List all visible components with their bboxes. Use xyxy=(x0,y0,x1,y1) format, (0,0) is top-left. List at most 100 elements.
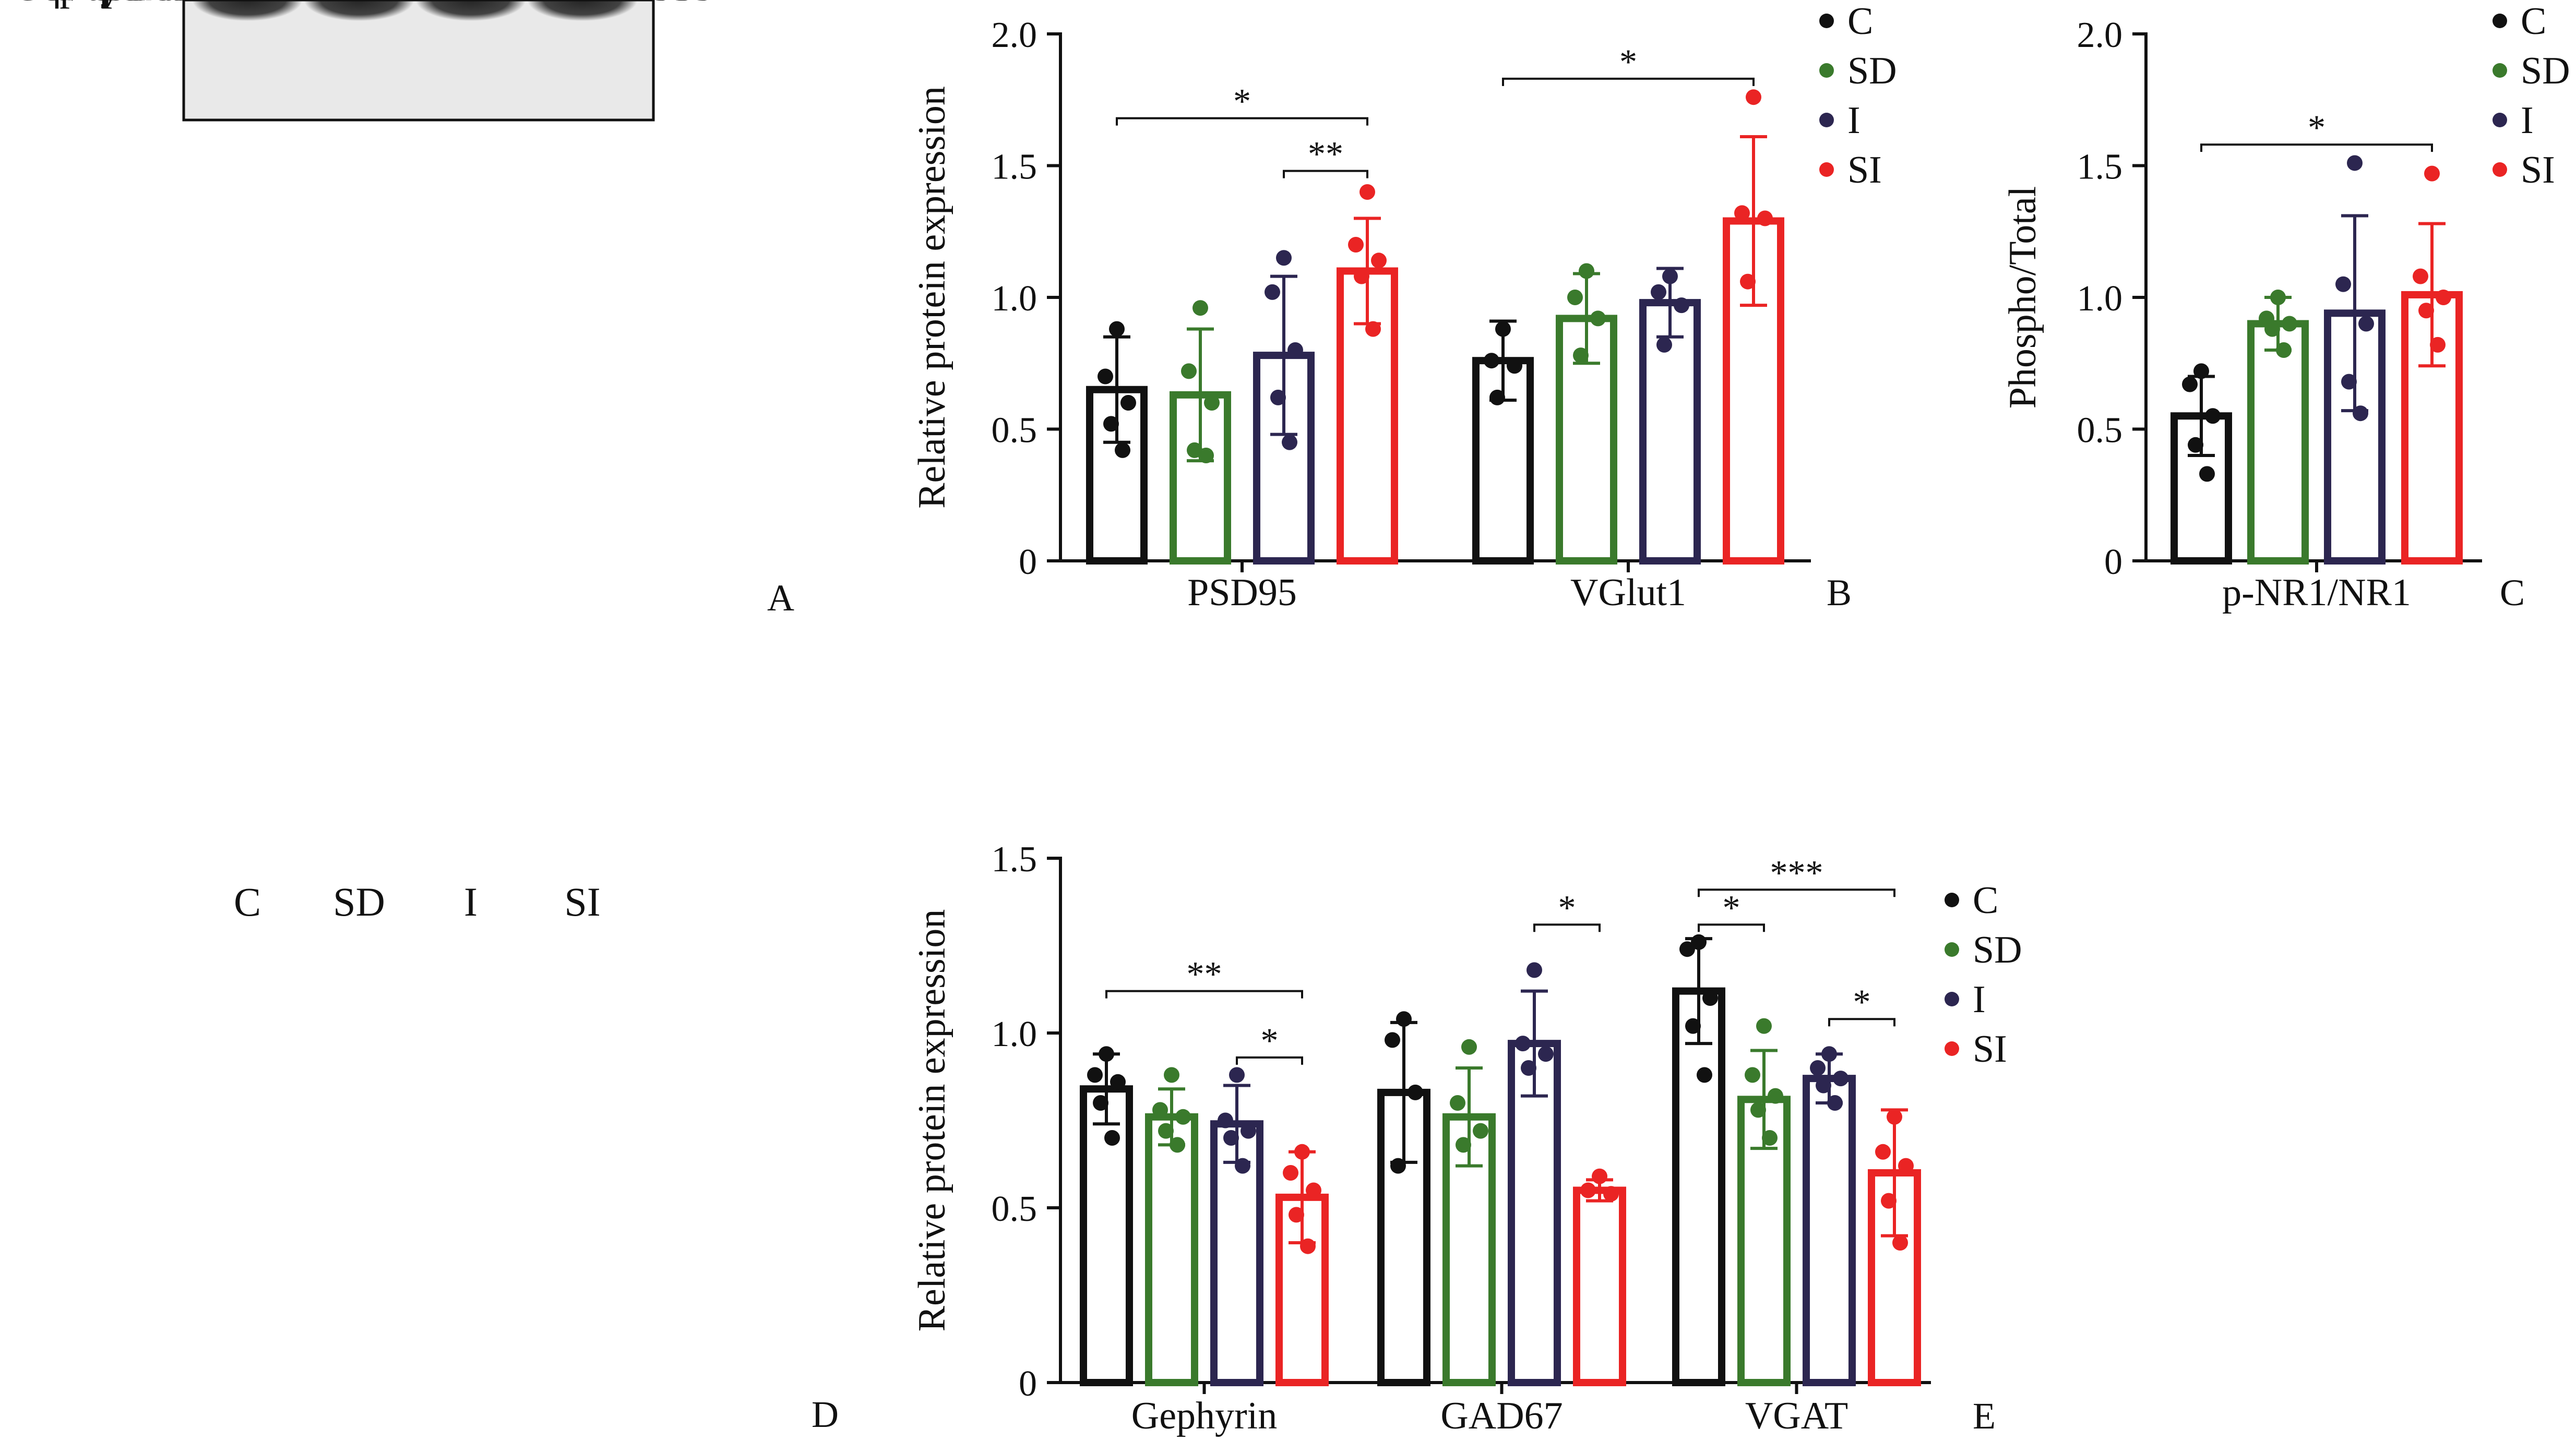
significance-bracket xyxy=(1502,77,1755,86)
data-point xyxy=(2193,363,2209,379)
legend-label: C xyxy=(2521,0,2546,43)
data-point xyxy=(1821,1046,1837,1062)
x-tick-label: Gephyrin xyxy=(1131,1395,1278,1437)
bar-c xyxy=(1672,987,1725,1386)
legend-label: I xyxy=(1973,978,1986,1021)
bar-sd xyxy=(1145,1113,1198,1387)
x-tick-label: GAD67 xyxy=(1440,1395,1563,1437)
y-axis-label: Phospho/Total xyxy=(2001,186,2044,409)
data-point xyxy=(1408,1084,1423,1100)
y-tick-label: 0.5 xyxy=(992,1189,1037,1229)
data-point xyxy=(1734,205,1750,221)
data-point xyxy=(1538,1046,1554,1062)
data-point xyxy=(1099,1046,1114,1062)
data-point xyxy=(1283,1165,1298,1181)
data-point xyxy=(1164,1067,1179,1083)
data-point xyxy=(1192,300,1208,316)
lane-label-si: SI xyxy=(564,879,600,924)
bar-sd xyxy=(2247,320,2309,565)
significance-label: ** xyxy=(1187,954,1222,994)
panel-letter: B xyxy=(1827,572,1852,614)
y-tick-label: 2.0 xyxy=(992,15,1037,55)
data-point xyxy=(1656,337,1672,353)
data-point xyxy=(1495,321,1511,337)
data-point xyxy=(1223,1130,1239,1146)
data-point xyxy=(1098,368,1113,385)
significance-bracket xyxy=(1283,170,1368,178)
data-point xyxy=(1241,1123,1256,1139)
data-point xyxy=(1521,1060,1536,1076)
data-point xyxy=(1461,1039,1477,1055)
size-label: 95 kD xyxy=(631,0,732,9)
data-point xyxy=(2199,466,2215,482)
data-point xyxy=(1881,1193,1897,1209)
significance-label: ** xyxy=(1308,134,1343,174)
size-label: 103 kD xyxy=(631,0,753,9)
x-tick-label: VGlut1 xyxy=(1570,571,1686,614)
data-point xyxy=(1745,1067,1760,1083)
data-point xyxy=(2264,321,2280,337)
significance-label: * xyxy=(1723,887,1740,927)
legend-marker xyxy=(2492,14,2507,28)
x-tick-label: p-NR1/NR1 xyxy=(2222,571,2411,614)
data-point xyxy=(1567,290,1583,305)
data-point xyxy=(1875,1144,1891,1160)
blot-band xyxy=(527,0,638,21)
blot-row: β-actin 43 kD xyxy=(53,0,774,122)
data-point xyxy=(2282,316,2297,332)
legend-marker xyxy=(1945,942,1959,957)
panel-letter: C xyxy=(2500,572,2525,614)
legend-label: SD xyxy=(1847,50,1897,92)
data-point xyxy=(1456,1137,1471,1153)
significance-bracket xyxy=(1533,923,1601,932)
bar-i xyxy=(1508,1040,1561,1386)
significance-bracket xyxy=(2200,143,2433,152)
data-point xyxy=(1674,297,1689,314)
data-point xyxy=(1300,1238,1316,1254)
lane-label-i: I xyxy=(464,879,478,924)
data-point xyxy=(1740,273,1756,290)
data-point xyxy=(1450,1095,1465,1111)
y-axis-label: Relative protein expression xyxy=(911,86,953,509)
legend-marker xyxy=(1819,162,1834,177)
bar-si xyxy=(1573,1186,1626,1386)
data-point xyxy=(1103,416,1119,432)
data-point xyxy=(1287,342,1303,358)
data-point xyxy=(2358,316,2374,332)
panel-letter: E xyxy=(1973,1395,1996,1437)
significance-bracket xyxy=(1236,1056,1303,1065)
y-tick-label: 1.0 xyxy=(992,1014,1037,1054)
data-point xyxy=(1087,1067,1103,1083)
x-tick-label: VGAT xyxy=(1745,1395,1848,1437)
data-point xyxy=(1603,1186,1619,1202)
data-point xyxy=(1515,1036,1531,1052)
significance-bracket xyxy=(1698,923,1765,932)
data-point xyxy=(1390,1158,1406,1174)
significance-label: *** xyxy=(1770,852,1823,892)
size-label: 80 kD xyxy=(673,0,774,9)
panel-letter: D xyxy=(812,1394,839,1435)
data-point xyxy=(1756,1018,1772,1034)
data-point xyxy=(2424,165,2440,182)
data-point xyxy=(2188,437,2203,453)
data-point xyxy=(1592,1168,1607,1184)
y-tick-label: 1.5 xyxy=(2077,147,2123,187)
protein-label: β-actin xyxy=(53,0,166,9)
data-point xyxy=(1573,347,1589,364)
significance-label: * xyxy=(2308,107,2325,147)
legend-label: C xyxy=(1973,879,1998,922)
y-tick-label: 1.0 xyxy=(992,279,1037,319)
size-label: 43 kD xyxy=(673,0,774,9)
y-tick-label: 2.0 xyxy=(2077,15,2123,55)
legend-marker xyxy=(1945,992,1959,1006)
lane-label-c: C xyxy=(234,879,261,924)
data-point xyxy=(1270,389,1286,405)
data-point xyxy=(1662,268,1678,284)
data-point xyxy=(2353,405,2368,422)
data-point xyxy=(1590,310,1606,327)
size-label: 50 kD xyxy=(631,0,732,9)
blot-band xyxy=(304,0,414,21)
y-tick-label: 0 xyxy=(2104,542,2122,582)
data-point xyxy=(1306,1182,1321,1198)
lane-label-sd: SD xyxy=(333,879,385,924)
